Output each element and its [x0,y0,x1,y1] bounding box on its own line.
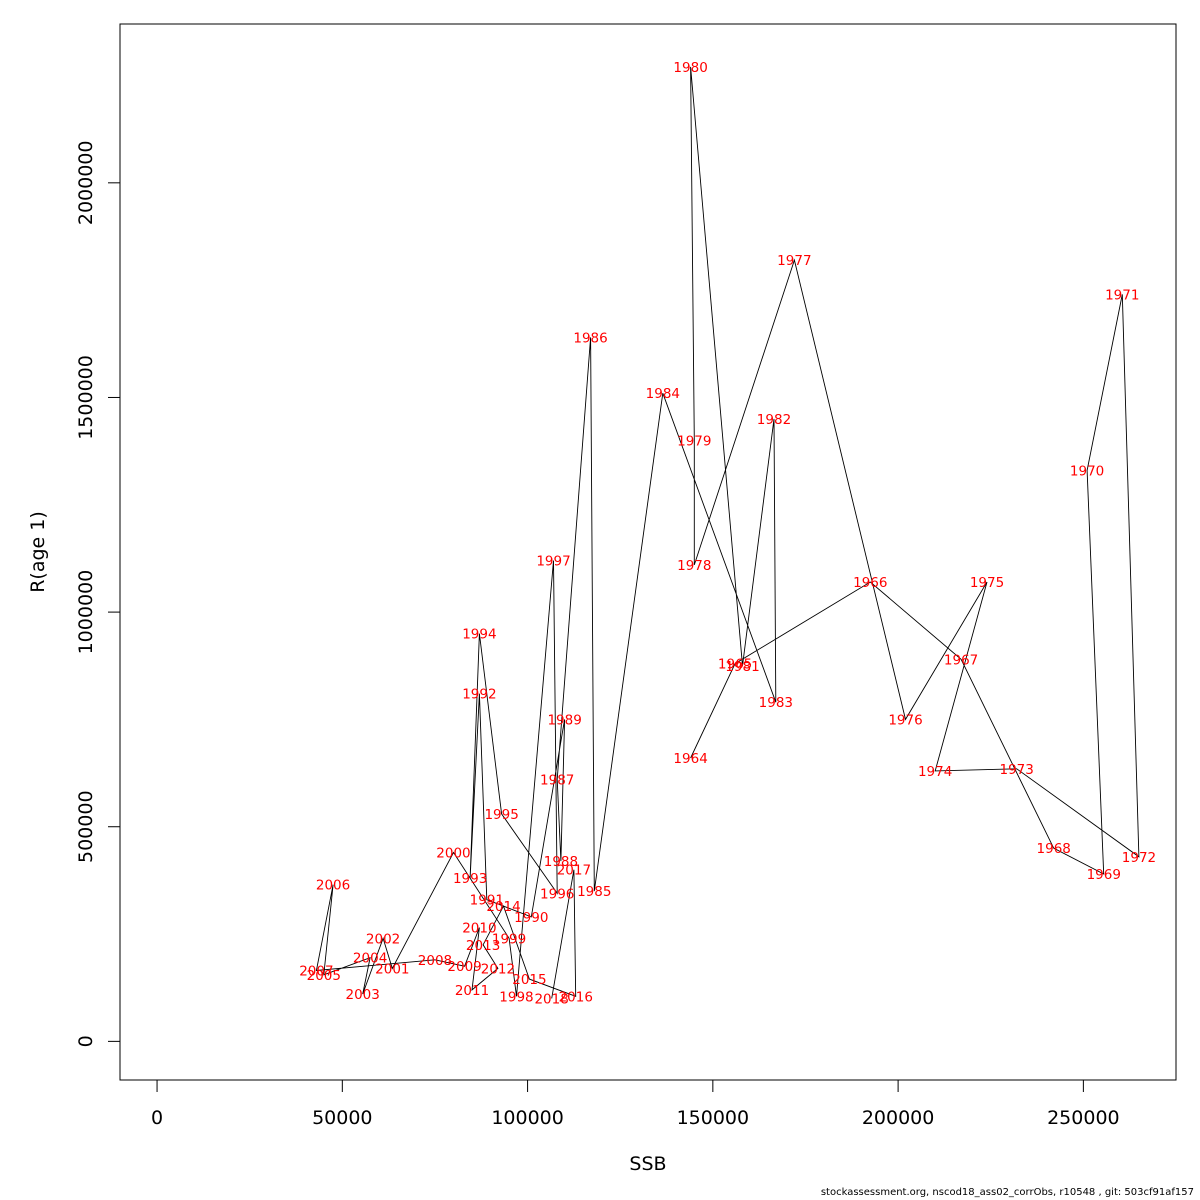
year-label-2013: 2013 [466,938,500,954]
year-label-2012: 2012 [481,961,515,977]
year-label-1969: 1969 [1087,867,1121,883]
year-label-2011: 2011 [455,983,489,999]
year-label-1971: 1971 [1105,287,1139,303]
year-label-1968: 1968 [1037,841,1071,857]
year-label-1996: 1996 [540,886,574,902]
year-label-1970: 1970 [1070,463,1104,479]
y-axis-label: R(age 1) [27,511,49,593]
x-tick-label: 150000 [677,1107,750,1129]
x-axis: 0 50000 100000 150000 200000 250000 [151,1079,1120,1129]
year-label-2014: 2014 [486,899,520,915]
year-label-2002: 2002 [366,931,400,947]
year-label-2010: 2010 [462,921,496,937]
x-tick-label: 250000 [1047,1107,1120,1129]
x-tick-label: 50000 [312,1107,372,1129]
year-label-2006: 2006 [316,878,350,894]
year-label-1985: 1985 [577,884,611,900]
year-label-2008: 2008 [418,953,452,969]
year-label-1984: 1984 [646,386,680,402]
year-label-1998: 1998 [499,989,533,1005]
year-label-1993: 1993 [453,871,487,887]
year-label-2005: 2005 [307,968,341,984]
year-label-1967: 1967 [944,652,978,668]
year-label-1981: 1981 [725,659,759,675]
year-label-2007: 2007 [299,964,333,980]
year-label-1978: 1978 [677,558,711,574]
year-label-1994: 1994 [462,627,496,643]
year-label-2015: 2015 [512,972,546,988]
year-label-1972: 1972 [1122,850,1156,866]
year-label-2009: 2009 [447,959,481,975]
year-label-1992: 1992 [462,687,496,703]
x-tick-label: 0 [151,1107,163,1129]
y-axis: 0 500000 1000000 1500000 2000000 [75,141,121,1047]
year-label-1966: 1966 [853,575,887,591]
y-tick-label: 0 [75,1035,97,1047]
year-label-1983: 1983 [759,695,793,711]
year-label-1986: 1986 [573,330,607,346]
plot-frame [119,23,1177,1081]
year-label-1979: 1979 [677,433,711,449]
year-label-1977: 1977 [777,253,811,269]
year-label-2000: 2000 [436,845,470,861]
year-label-1975: 1975 [970,575,1004,591]
year-label-2018: 2018 [534,991,568,1007]
year-label-1964: 1964 [673,751,707,767]
year-label-1987: 1987 [540,773,574,789]
trajectory-line [315,66,1140,999]
y-tick-label: 2000000 [75,141,97,226]
year-label-2001: 2001 [375,961,409,977]
year-label-2017: 2017 [557,863,591,879]
year-label-1974: 1974 [918,764,952,780]
year-label-1990: 1990 [514,910,548,926]
year-label-1973: 1973 [999,762,1033,778]
footer-text: stockassessment.org, nscod18_ass02_corrO… [820,1187,1194,1198]
y-tick-label: 500000 [75,790,97,863]
year-label-1999: 1999 [492,931,526,947]
year-label-1991: 1991 [470,893,504,909]
year-label-1988: 1988 [544,854,578,870]
year-label-1976: 1976 [888,712,922,728]
year-label-1980: 1980 [673,60,707,76]
year-label-2004: 2004 [353,951,387,967]
year-label-1997: 1997 [536,554,570,570]
y-tick-label: 1500000 [75,355,97,440]
year-label-1995: 1995 [484,807,518,823]
year-label-2016: 2016 [559,989,593,1005]
x-axis-label: SSB [629,1153,666,1175]
x-tick-label: 200000 [862,1107,935,1129]
year-label-1989: 1989 [547,712,581,728]
year-label-1982: 1982 [757,412,791,428]
year-label-1965: 1965 [718,657,752,673]
year-labels: 1964 1965 1966 1967 1968 1969 1970 1971 1972 1973… [299,60,1156,1008]
year-label-2003: 2003 [346,987,380,1003]
y-tick-label: 1000000 [75,570,97,655]
x-tick-label: 100000 [491,1107,564,1129]
